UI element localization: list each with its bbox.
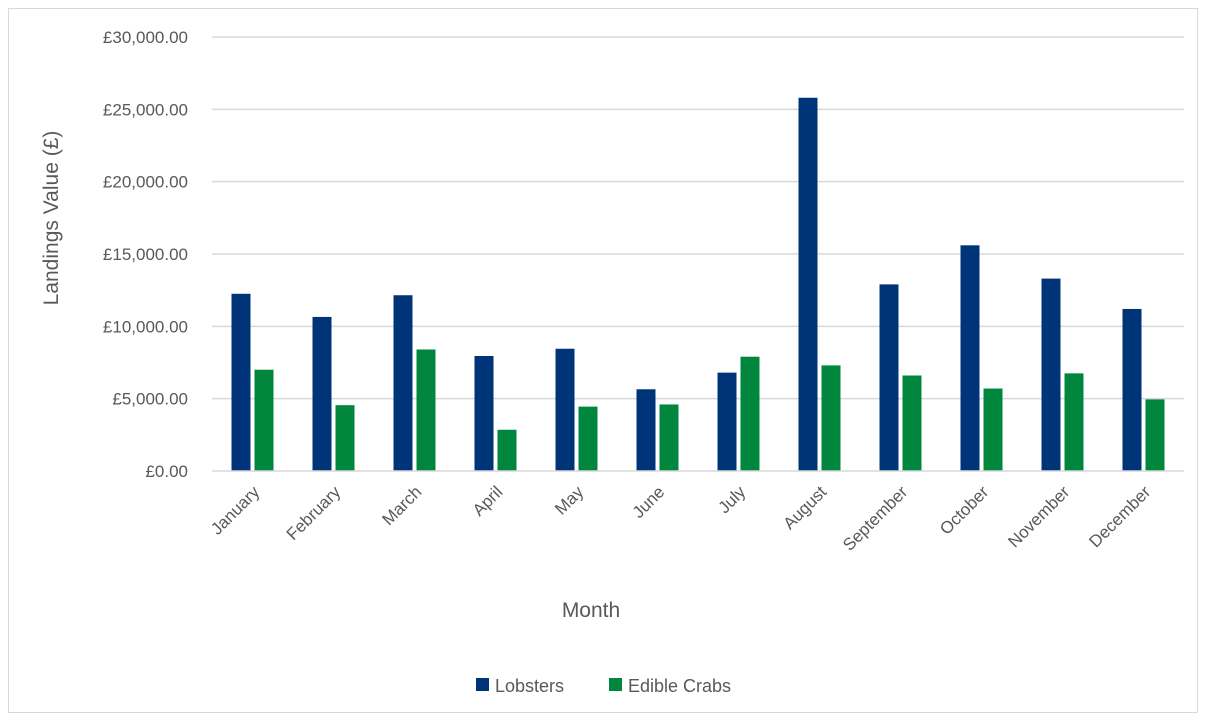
y-tick-label: £0.00 <box>145 462 188 481</box>
x-axis-title: Month <box>562 599 620 622</box>
x-axis-ticks: January February March April May June July Augu… <box>207 482 1154 555</box>
bar-edible-crabs-april <box>497 429 517 471</box>
gridlines <box>212 36 1184 400</box>
bar-edible-crabs-march <box>416 349 436 471</box>
x-tick-label: April <box>469 482 506 519</box>
legend: Lobsters Edible Crabs <box>476 676 731 696</box>
bar-lobsters-august <box>798 97 818 471</box>
y-tick-label: £30,000.00 <box>103 28 188 47</box>
bar-edible-crabs-may <box>578 406 598 471</box>
bar-edible-crabs-december <box>1145 399 1165 471</box>
x-tick-label: October <box>936 482 992 538</box>
bar-lobsters-december <box>1122 308 1142 471</box>
y-axis-title: Landings Value (£) <box>40 131 63 306</box>
x-tick-label: July <box>715 482 750 517</box>
bar-edible-crabs-november <box>1064 373 1084 471</box>
bar-edible-crabs-october <box>983 388 1003 471</box>
bar-edible-crabs-february <box>335 405 355 471</box>
bar-lobsters-november <box>1041 278 1061 471</box>
y-tick-label: £10,000.00 <box>103 317 188 336</box>
bar-lobsters-february <box>312 316 332 471</box>
x-tick-label: May <box>551 482 587 518</box>
y-tick-label: £15,000.00 <box>103 245 188 264</box>
chart-frame <box>8 8 1198 713</box>
bar-edible-crabs-june <box>659 404 679 471</box>
bar-lobsters-september <box>879 284 899 471</box>
y-tick-label: £5,000.00 <box>112 390 188 409</box>
bar-lobsters-april <box>474 355 494 471</box>
bar-lobsters-july <box>717 372 737 471</box>
y-axis-ticks: £0.00 £5,000.00 £10,000.00 £15,000.00 £20,00… <box>103 28 188 481</box>
y-tick-label: £25,000.00 <box>103 100 188 119</box>
x-tick-label: June <box>629 482 669 522</box>
x-tick-label: December <box>1085 482 1154 551</box>
bar-lobsters-may <box>555 348 575 471</box>
bar-lobsters-march <box>393 295 413 471</box>
y-tick-label: £20,000.00 <box>103 173 188 192</box>
legend-swatch-lobsters <box>476 678 489 691</box>
bar-edible-crabs-july <box>740 356 760 471</box>
bar-edible-crabs-september <box>902 375 922 471</box>
bar-lobsters-october <box>960 245 980 471</box>
x-tick-label: February <box>283 482 345 544</box>
legend-swatch-edible-crabs <box>609 678 622 691</box>
x-tick-label: September <box>839 482 911 554</box>
x-tick-label: November <box>1004 482 1073 551</box>
bar-edible-crabs-january <box>254 369 274 471</box>
bar-lobsters-june <box>636 389 656 471</box>
x-tick-label: January <box>207 482 264 539</box>
x-tick-label: March <box>378 482 425 529</box>
x-tick-label: August <box>779 482 830 533</box>
legend-label-lobsters: Lobsters <box>495 676 564 696</box>
legend-label-edible-crabs: Edible Crabs <box>628 676 731 696</box>
bar-edible-crabs-august <box>821 365 841 471</box>
bars <box>231 97 1165 471</box>
bar-lobsters-january <box>231 293 251 471</box>
